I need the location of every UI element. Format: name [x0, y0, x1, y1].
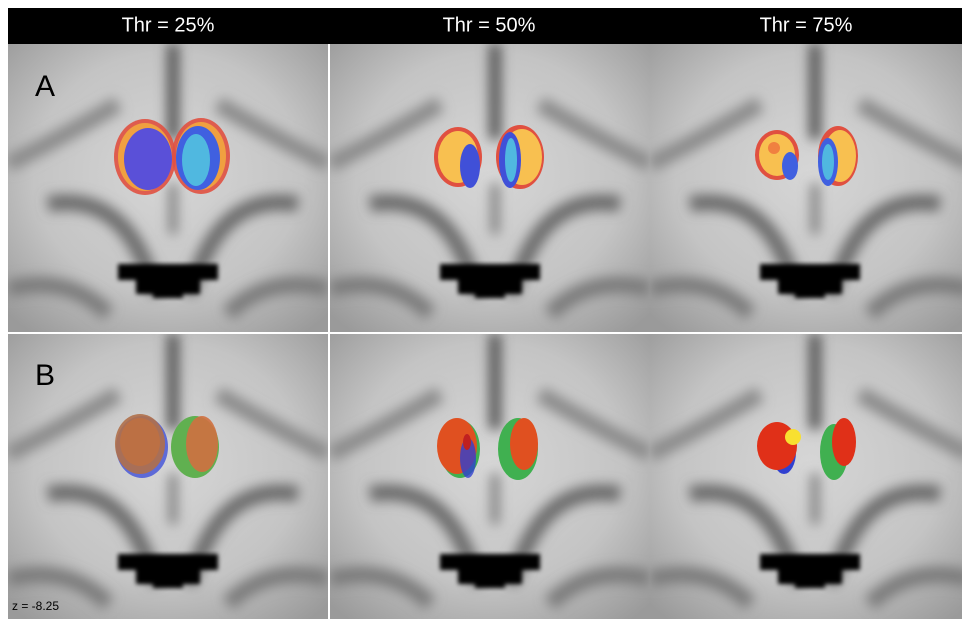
slice-label: z = -8.25	[12, 599, 59, 613]
figure: Thr = 25% Thr = 50% Thr = 75%	[0, 0, 962, 619]
column-header: Thr = 50%	[443, 14, 536, 36]
panel	[8, 334, 328, 619]
panel	[650, 334, 962, 619]
column-header: Thr = 25%	[122, 14, 215, 36]
page: Thr = 25% Thr = 50% Thr = 75%	[0, 0, 962, 619]
panel	[650, 44, 962, 332]
panel	[330, 334, 650, 619]
row-label: A	[35, 70, 55, 103]
panel	[8, 44, 328, 332]
panel	[330, 44, 650, 332]
column-header: Thr = 75%	[760, 14, 853, 36]
row-label: B	[35, 359, 55, 392]
